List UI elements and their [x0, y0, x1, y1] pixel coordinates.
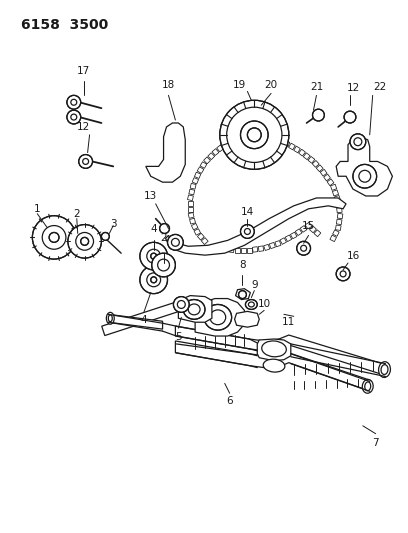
Circle shape [350, 134, 366, 150]
Circle shape [240, 121, 268, 149]
Text: 11: 11 [282, 317, 295, 327]
Text: 14: 14 [241, 207, 254, 217]
Polygon shape [175, 341, 371, 390]
Circle shape [68, 224, 102, 258]
Text: 21: 21 [310, 83, 323, 92]
Circle shape [247, 128, 261, 142]
Polygon shape [178, 296, 212, 322]
Polygon shape [195, 298, 244, 336]
Circle shape [79, 155, 93, 168]
Text: 20: 20 [264, 80, 277, 91]
Text: 6: 6 [226, 396, 233, 406]
Ellipse shape [262, 341, 286, 357]
Polygon shape [235, 289, 251, 300]
Circle shape [297, 241, 310, 255]
Ellipse shape [379, 362, 390, 377]
Circle shape [67, 110, 81, 124]
Ellipse shape [362, 379, 373, 393]
Polygon shape [146, 123, 185, 182]
Polygon shape [108, 314, 162, 329]
Polygon shape [166, 198, 346, 255]
Circle shape [240, 224, 254, 238]
Text: 22: 22 [373, 83, 386, 92]
Text: 6158  3500: 6158 3500 [20, 19, 108, 33]
Ellipse shape [183, 300, 205, 319]
Text: 5: 5 [175, 332, 182, 342]
Circle shape [336, 267, 350, 281]
Circle shape [102, 232, 109, 240]
Polygon shape [175, 326, 386, 375]
Text: 3: 3 [110, 219, 117, 229]
Text: 17: 17 [77, 66, 90, 76]
Text: 12: 12 [77, 122, 90, 132]
Text: 1: 1 [34, 204, 41, 214]
Circle shape [140, 266, 168, 294]
Circle shape [32, 216, 76, 259]
Circle shape [160, 223, 169, 233]
Polygon shape [235, 311, 259, 327]
Circle shape [168, 235, 183, 250]
Text: 9: 9 [251, 280, 257, 290]
Text: 2: 2 [160, 233, 167, 244]
Circle shape [49, 232, 59, 243]
Circle shape [173, 296, 189, 312]
Circle shape [151, 253, 157, 259]
Circle shape [220, 100, 289, 169]
Ellipse shape [246, 300, 257, 310]
Text: 12: 12 [346, 84, 359, 93]
Circle shape [344, 111, 356, 123]
Polygon shape [257, 339, 291, 361]
Ellipse shape [204, 304, 232, 330]
Ellipse shape [106, 312, 114, 324]
Polygon shape [102, 302, 180, 336]
Circle shape [239, 290, 246, 298]
Text: 4: 4 [151, 223, 157, 233]
Circle shape [313, 109, 324, 121]
Circle shape [81, 237, 89, 245]
Circle shape [67, 95, 81, 109]
Text: 15: 15 [302, 221, 315, 231]
Text: 2: 2 [73, 209, 80, 219]
Circle shape [353, 164, 377, 188]
Text: 18: 18 [162, 80, 175, 91]
Text: 16: 16 [346, 251, 359, 261]
Text: 8: 8 [239, 260, 246, 270]
Circle shape [140, 243, 168, 270]
Ellipse shape [263, 359, 285, 372]
Circle shape [151, 277, 157, 283]
Text: 4: 4 [140, 315, 147, 325]
Text: 13: 13 [144, 191, 157, 201]
Circle shape [152, 253, 175, 277]
Text: 10: 10 [257, 300, 271, 310]
Text: 19: 19 [233, 80, 246, 91]
Text: 7: 7 [373, 438, 379, 448]
Polygon shape [336, 137, 392, 196]
